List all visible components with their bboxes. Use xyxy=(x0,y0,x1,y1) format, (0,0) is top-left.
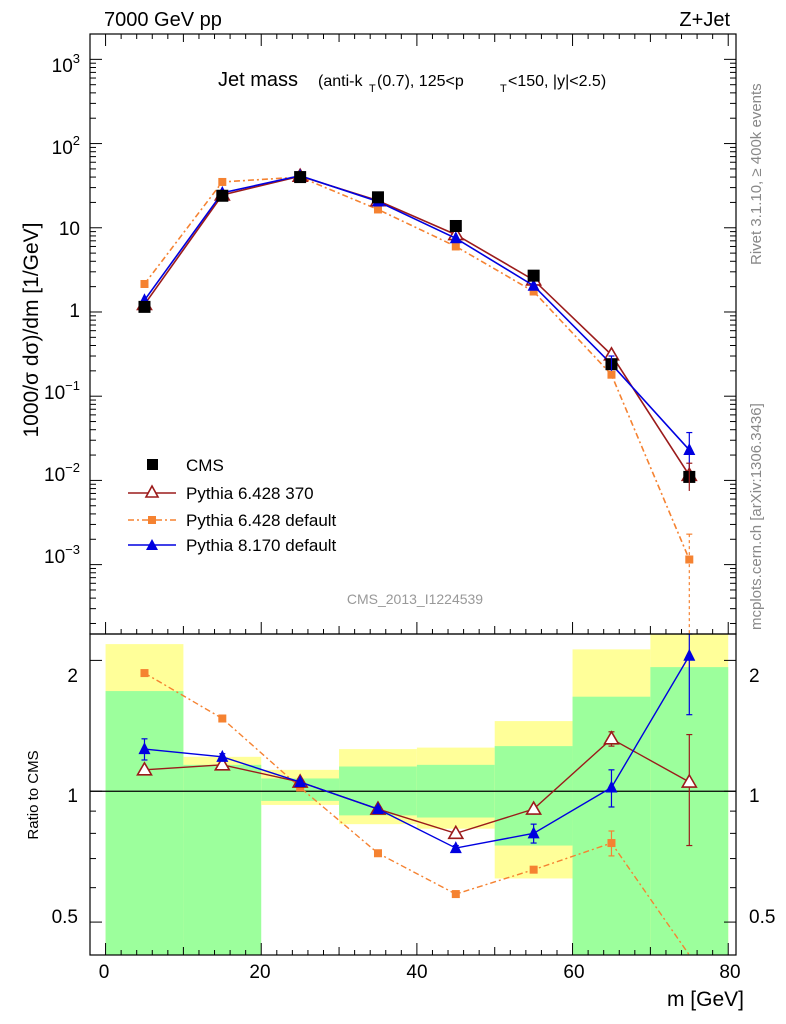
xtick-20: 20 xyxy=(249,962,270,983)
ytick-1e-3: 10−3 xyxy=(44,542,80,568)
ratio-point xyxy=(451,890,460,899)
main-point xyxy=(527,269,540,282)
main-line-2 xyxy=(143,176,691,560)
plot-title-sub-b: (0.7), 125<p xyxy=(377,73,464,90)
ratio-point xyxy=(605,780,618,793)
ratio-point xyxy=(680,773,698,788)
ratio-line-2 xyxy=(144,672,690,956)
ratio-line-1 xyxy=(144,737,690,835)
main-point xyxy=(373,205,382,214)
mcplots-label: mcplots.cern.ch [arXiv:1306.3436] xyxy=(748,403,765,630)
legend-marker-p6-default xyxy=(148,516,156,524)
ratio-point xyxy=(371,802,384,815)
ratio-point xyxy=(449,841,462,854)
ytick-1e-2: 10−2 xyxy=(44,460,80,486)
x-tick-labels: 0 20 40 60 80 xyxy=(99,962,741,983)
ratio-point xyxy=(213,756,231,771)
rivet-version-label: Rivet 3.1.10, ≥ 400k events xyxy=(748,83,765,265)
ytick-1e-1: 10−1 xyxy=(44,378,80,404)
legend: CMS Pythia 6.428 370 Pythia 6.428 defaul… xyxy=(128,456,337,555)
main-point xyxy=(527,278,540,291)
ytick-1e2: 102 xyxy=(52,133,80,159)
ratio-tick-05-right: 0.5 xyxy=(749,907,775,928)
ratio-tick-05-left: 0.5 xyxy=(52,907,78,928)
main-line-1 xyxy=(143,175,690,476)
main-point xyxy=(371,191,384,204)
xtick-80: 80 xyxy=(719,962,740,983)
ratio-tick-1-right: 1 xyxy=(749,786,760,807)
main-point xyxy=(451,242,460,251)
legend-marker-cms xyxy=(147,459,158,470)
ratio-tick-2-right: 2 xyxy=(749,666,760,687)
main-point xyxy=(294,171,307,184)
legend-marker-p8 xyxy=(146,539,158,550)
legend-label-cms: CMS xyxy=(186,456,224,475)
xtick-60: 60 xyxy=(563,962,584,983)
plot-title-sub-t2: T xyxy=(500,83,507,95)
ratio-point xyxy=(373,849,382,858)
ratio-plot-frame xyxy=(89,633,737,956)
band-inner-bin xyxy=(183,764,262,955)
ratio-point xyxy=(138,742,151,755)
main-y-tick-labels: 103 102 10 1 10−1 10−2 10−3 xyxy=(44,51,80,568)
ratio-uncertainty-bands xyxy=(105,634,729,955)
legend-label-p6-370: Pythia 6.428 370 xyxy=(186,484,314,503)
analysis-watermark: CMS_2013_I1224539 xyxy=(347,591,483,607)
band-inner-bin xyxy=(105,691,184,955)
ratio-tick-2-left: 2 xyxy=(67,666,78,687)
main-point xyxy=(449,219,462,232)
ratio-point xyxy=(294,775,307,788)
plot-title-sub-a: (anti-k xyxy=(318,73,363,90)
main-point xyxy=(140,279,149,288)
ratio-point xyxy=(216,749,229,762)
main-point xyxy=(607,370,616,379)
main-point xyxy=(218,177,227,186)
ytick-1: 1 xyxy=(69,301,80,322)
ratio-line-3 xyxy=(144,655,690,849)
main-line-3 xyxy=(143,174,690,451)
ratio-point xyxy=(529,865,538,874)
xtick-0: 0 xyxy=(99,962,110,983)
ytick-1e3: 103 xyxy=(52,51,80,77)
ratio-point xyxy=(140,669,149,678)
legend-label-p6-default: Pythia 6.428 default xyxy=(186,511,337,530)
ratio-point xyxy=(136,761,153,776)
legend-marker-p6-370 xyxy=(144,484,160,498)
axis-ticks xyxy=(90,33,736,955)
ratio-series xyxy=(136,633,698,956)
main-point xyxy=(216,189,229,202)
plot-title-sub-c: <150, |y|<2.5) xyxy=(508,73,606,90)
main-point xyxy=(449,231,462,244)
y-axis-label-ratio: Ratio to CMS xyxy=(25,750,42,839)
main-point xyxy=(138,300,151,313)
main-point xyxy=(529,287,538,296)
process-label: Z+Jet xyxy=(679,9,730,31)
ratio-point xyxy=(527,826,540,839)
ratio-point xyxy=(525,800,543,815)
plot-title-sub-t1: T xyxy=(369,83,376,95)
xtick-40: 40 xyxy=(406,962,427,983)
legend-label-p8: Pythia 8.170 default xyxy=(186,536,337,555)
x-axis-label: m [GeV] xyxy=(667,988,744,1011)
collision-label: 7000 GeV pp xyxy=(104,9,222,31)
ratio-point xyxy=(603,730,620,745)
ratio-tick-1-left: 1 xyxy=(67,786,78,807)
ratio-point xyxy=(218,714,227,723)
main-series xyxy=(136,167,698,634)
ytick-10: 10 xyxy=(59,219,80,240)
ratio-y-tick-labels: 2 1 0.5 2 1 0.5 xyxy=(52,666,776,928)
ratio-point xyxy=(607,839,616,848)
ratio-point xyxy=(683,648,696,661)
ratio-point xyxy=(447,824,465,840)
y-axis-label-main: 1000/σ dσ)/dm [1/GeV] xyxy=(20,222,43,437)
plot-title-main: Jet mass xyxy=(218,69,298,91)
